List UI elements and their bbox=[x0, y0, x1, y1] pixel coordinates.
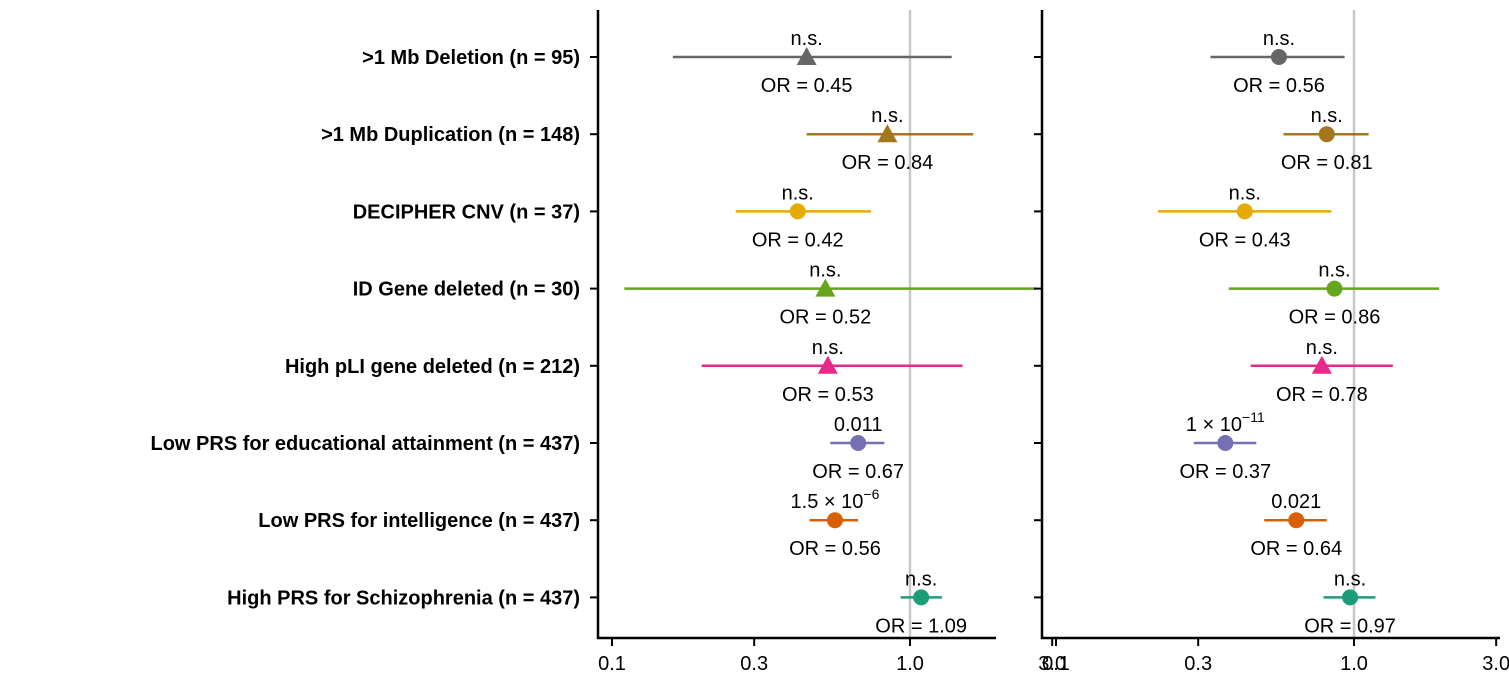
p-label-base: 1 × 10 bbox=[1186, 414, 1242, 436]
row-label: DECIPHER CNV (n = 37) bbox=[353, 201, 580, 223]
x-tick-label: 3.0 bbox=[1482, 653, 1509, 675]
or-label: OR = 0.81 bbox=[1281, 152, 1373, 174]
row-label: >1 Mb Duplication (n = 148) bbox=[321, 124, 580, 146]
p-label: n.s. bbox=[791, 28, 823, 50]
row-label: High PRS for Schizophrenia (n = 437) bbox=[227, 587, 580, 609]
p-label: n.s. bbox=[1306, 337, 1338, 359]
p-label: n.s. bbox=[1311, 105, 1343, 127]
or-point bbox=[1311, 355, 1332, 374]
or-point bbox=[817, 355, 838, 374]
p-label: n.s. bbox=[1318, 260, 1350, 282]
or-point bbox=[913, 589, 930, 606]
or-point bbox=[1342, 589, 1359, 606]
row-label: Low PRS for educational attainment (n = … bbox=[150, 433, 580, 455]
row-label: >1 Mb Deletion (n = 95) bbox=[362, 47, 580, 69]
or-label: OR = 0.86 bbox=[1289, 307, 1381, 329]
p-label: 1 × 10−11 bbox=[1186, 409, 1265, 436]
p-label: n.s. bbox=[1229, 182, 1261, 204]
or-point bbox=[796, 47, 817, 65]
or-label: OR = 0.67 bbox=[812, 461, 904, 483]
p-label-exponent: −6 bbox=[863, 486, 879, 502]
x-tick-label: 0.3 bbox=[740, 653, 768, 675]
panel-1: 0.1 0.3 1.0 3.0 OR = 0.45 n.s. OR = 0.84 n.s. OR… bbox=[590, 10, 1066, 675]
p-label: n.s. bbox=[905, 568, 937, 590]
p-label: n.s. bbox=[1263, 28, 1295, 50]
x-tick-label: 0.1 bbox=[1042, 653, 1070, 675]
p-label: n.s. bbox=[812, 337, 844, 359]
or-point bbox=[1270, 49, 1287, 65]
or-label: OR = 0.97 bbox=[1304, 615, 1396, 637]
p-label: n.s. bbox=[782, 182, 814, 204]
row-label: High pLI gene deleted (n = 212) bbox=[285, 356, 580, 378]
or-label: OR = 0.78 bbox=[1276, 384, 1368, 406]
x-tick-label: 0.1 bbox=[598, 653, 626, 675]
or-label: OR = 0.53 bbox=[782, 384, 874, 406]
or-point bbox=[877, 124, 898, 143]
p-label-exponent: −11 bbox=[1242, 409, 1265, 425]
or-point bbox=[1236, 203, 1253, 220]
or-point bbox=[1217, 435, 1234, 451]
x-tick-label: 3.0 bbox=[1038, 653, 1066, 675]
or-label: OR = 0.84 bbox=[842, 152, 934, 174]
p-label: n.s. bbox=[1334, 568, 1366, 590]
or-point bbox=[815, 278, 836, 297]
or-point bbox=[789, 203, 806, 220]
or-label: OR = 0.56 bbox=[1233, 75, 1325, 97]
p-label: 0.011 bbox=[834, 414, 883, 436]
or-label: OR = 0.64 bbox=[1250, 538, 1342, 560]
p-label: n.s. bbox=[871, 105, 903, 127]
or-label: OR = 0.37 bbox=[1179, 461, 1271, 483]
p-label: 1.5 × 10−6 bbox=[791, 486, 880, 513]
row-label: Low PRS for intelligence (n = 437) bbox=[258, 510, 580, 532]
or-point bbox=[826, 512, 843, 529]
or-label: OR = 0.42 bbox=[752, 229, 844, 251]
p-label-base: 1.5 × 10 bbox=[791, 491, 864, 513]
or-point bbox=[1326, 280, 1343, 297]
or-label: OR = 0.43 bbox=[1199, 229, 1291, 251]
or-point bbox=[1318, 126, 1335, 143]
row-label: ID Gene deleted (n = 30) bbox=[353, 279, 580, 301]
p-label: 0.021 bbox=[1271, 491, 1321, 513]
or-point bbox=[1288, 512, 1305, 529]
or-label: OR = 0.52 bbox=[780, 307, 872, 329]
panel-2: 0.1 0.3 1.0 3.0 OR = 0.56 n.s. OR = 0.81 n.s. OR… bbox=[1034, 10, 1509, 675]
p-label: n.s. bbox=[809, 260, 841, 282]
x-tick-label: 1.0 bbox=[1340, 653, 1368, 675]
x-tick-label: 1.0 bbox=[896, 653, 924, 675]
or-label: OR = 0.45 bbox=[761, 75, 853, 97]
or-label: OR = 1.09 bbox=[875, 615, 967, 637]
or-point bbox=[850, 435, 867, 451]
p-label-base: 0.011 bbox=[834, 414, 883, 436]
or-label: OR = 0.56 bbox=[789, 538, 881, 560]
x-tick-label: 0.3 bbox=[1184, 653, 1212, 675]
